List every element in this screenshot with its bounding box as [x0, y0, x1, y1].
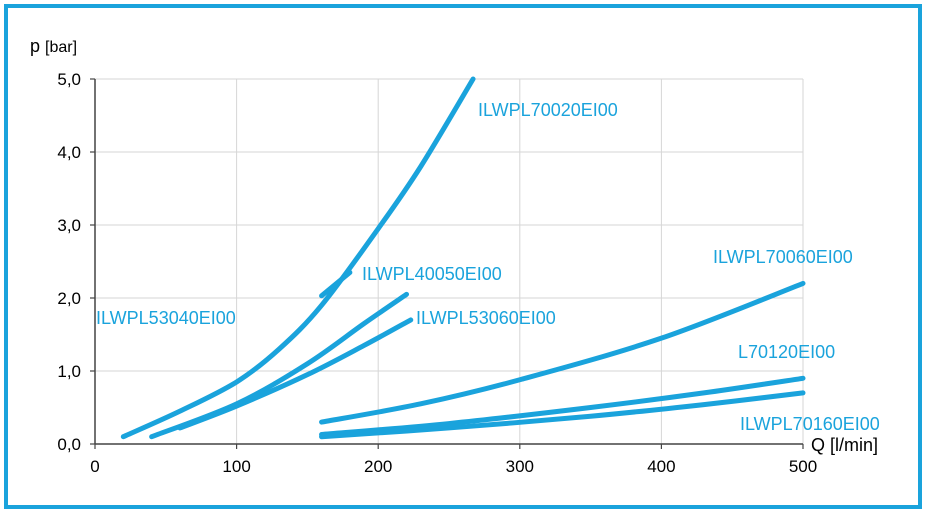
series-line-ilwpl53060ei00: [177, 317, 414, 431]
grid: [95, 78, 804, 444]
x-axis-title: Q [l/min]: [811, 435, 878, 455]
series-labels: ILWPL70020EI00 ILWPL53040EI00 ILWPL40050…: [96, 100, 880, 434]
y-tick-label-5: 5,0: [57, 70, 81, 89]
y-axis-title: p [bar]: [30, 36, 77, 56]
series-label-ilwpl70020ei00: ILWPL70020EI00: [478, 100, 618, 120]
y-tick-label-3: 3,0: [57, 216, 81, 235]
series-label-l70120ei00: L70120EI00: [738, 342, 835, 362]
x-tick-label-0: 0: [90, 457, 99, 476]
y-tick-label-1: 1,0: [57, 362, 81, 381]
y-axis-symbol: p: [30, 36, 40, 56]
series-line-ilwpl70060ei00: [319, 280, 806, 425]
x-tick-labels: 0 100 200 300 400 500: [90, 444, 817, 476]
axes: [94, 79, 803, 445]
series-lines: [120, 76, 806, 440]
series-line-l70120ei00: [319, 375, 806, 438]
x-tick-label-5: 500: [789, 457, 817, 476]
y-tick-label-2: 2,0: [57, 289, 81, 308]
y-tick-labels: 0,0 1,0 2,0 3,0 4,0 5,0: [57, 70, 95, 454]
axis-titles: p [bar] Q [l/min]: [30, 36, 878, 455]
x-tick-label-1: 100: [222, 457, 250, 476]
series-label-ilwpl53060ei00: ILWPL53060EI00: [416, 308, 556, 328]
y-tick-label-0: 0,0: [57, 435, 81, 454]
y-tick-label-4: 4,0: [57, 143, 81, 162]
y-axis-unit: [bar]: [45, 39, 77, 56]
series-label-ilwpl70160ei00: ILWPL70160EI00: [740, 414, 880, 434]
x-tick-label-2: 200: [364, 457, 392, 476]
x-tick-label-3: 300: [506, 457, 534, 476]
series-line-ilwpl70020ei00: [120, 76, 476, 440]
series-line-ilwpl70160ei00: [319, 390, 806, 440]
series-label-ilwpl70060ei00: ILWPL70060EI00: [713, 247, 853, 267]
series-line-ilwpl53040ei00: [319, 269, 353, 299]
series-label-ilwpl53040ei00: ILWPL53040EI00: [96, 308, 236, 328]
series-label-ilwpl40050ei00: ILWPL40050EI00: [362, 264, 502, 284]
x-tick-label-4: 400: [647, 457, 675, 476]
